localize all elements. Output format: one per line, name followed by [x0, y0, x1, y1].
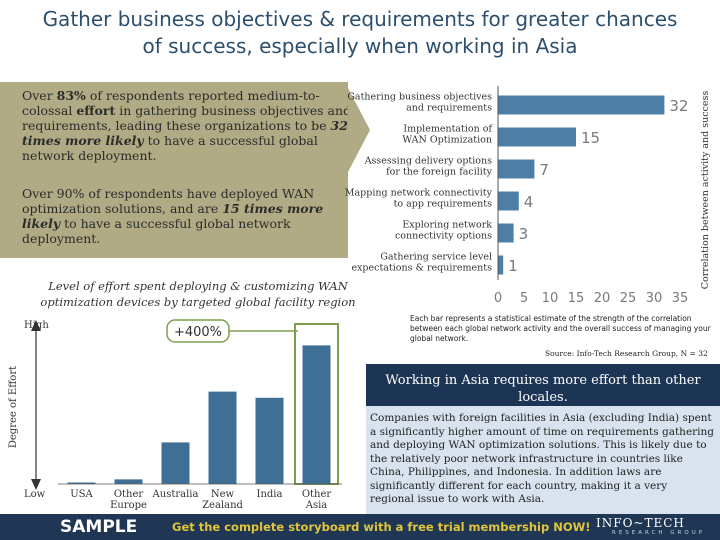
- corr-bar: [498, 127, 576, 147]
- effort-chart-title: Level of effort spent deploying & custom…: [47, 279, 349, 293]
- corr-category-label: WAN Optimization: [402, 135, 492, 146]
- corr-category-label: connectivity options: [395, 231, 492, 242]
- corr-category-label: expectations & requirements: [351, 263, 492, 274]
- effort-category-label: Other: [114, 489, 144, 500]
- corr-category-label: Exploring network: [402, 220, 492, 231]
- corr-tick-label: 15: [568, 291, 585, 306]
- finding-effort: Over 83% of respondents reported medium-…: [22, 88, 352, 163]
- effort-category-label: Australia: [152, 489, 199, 500]
- corr-axis-title: Correlation between activity and success: [700, 91, 711, 290]
- effort-category-label: India: [257, 489, 283, 500]
- corr-category-label: and requirements: [406, 103, 492, 114]
- effort-arrow-head-down: [31, 479, 41, 490]
- effort-bar: [302, 345, 331, 484]
- asia-body: Companies with foreign facilities in Asi…: [366, 406, 720, 514]
- corr-tick-label: 30: [646, 291, 663, 306]
- asia-heading: Working in Asia requires more effort tha…: [366, 364, 720, 406]
- corr-category-label: Gathering business objectives: [347, 92, 492, 103]
- title-line-2: of success, especially when working in A…: [142, 34, 578, 58]
- corr-bar: [498, 255, 504, 275]
- findings-callout: Over 83% of respondents reported medium-…: [0, 82, 351, 258]
- corr-category-label: Implementation of: [403, 124, 493, 135]
- effort-bar: [255, 397, 284, 484]
- finding-wan: Over 90% of respondents have deployed WA…: [22, 186, 324, 246]
- trial-cta-link[interactable]: Get the complete storyboard with a free …: [172, 520, 591, 534]
- corr-bar: [498, 159, 535, 179]
- corr-value-label: 15: [581, 129, 600, 147]
- effort-bar: [114, 479, 143, 484]
- corr-category-label: to app requirements: [394, 199, 493, 210]
- effort-category-label: Asia: [305, 500, 328, 511]
- corr-category-label: for the foreign facility: [386, 167, 492, 178]
- effort-bar: [208, 391, 237, 484]
- corr-tick-label: 10: [542, 291, 559, 306]
- effort-low-label: Low: [24, 489, 46, 500]
- effort-bar: [161, 442, 190, 484]
- corr-value-label: 1: [508, 257, 518, 275]
- effort-axis-title: Degree of Effort: [8, 366, 19, 448]
- increase-annotation-label: +400%: [174, 325, 222, 340]
- corr-tick-label: 20: [594, 291, 611, 306]
- info-tech-logo: INFO~TECH: [596, 516, 685, 530]
- corr-category-label: Gathering service level: [380, 252, 492, 263]
- corr-value-label: 3: [519, 225, 529, 243]
- effort-arrow-head-up: [31, 320, 41, 331]
- effort-category-label: Zealand: [202, 500, 243, 511]
- corr-category-label: Mapping network connectivity: [345, 188, 493, 199]
- corr-tick-label: 25: [620, 291, 637, 306]
- corr-tick-label: 0: [494, 291, 502, 306]
- corr-bar: [498, 191, 519, 211]
- effort-high-label: High: [24, 320, 49, 331]
- corr-tick-label: 35: [672, 291, 689, 306]
- effort-chart-title: optimization devices by targeted global …: [40, 295, 355, 309]
- footer-bar: [0, 514, 720, 540]
- effort-bar: [67, 482, 96, 484]
- effort-category-label: USA: [70, 489, 93, 500]
- corr-value-label: 7: [539, 161, 549, 179]
- effort-category-label: Other: [302, 489, 332, 500]
- sample-label: SAMPLE: [60, 517, 138, 537]
- chart-note: Each bar represents a statistical estima…: [410, 314, 711, 343]
- page-title: Gather business objectives & requirement…: [0, 6, 720, 60]
- corr-value-label: 4: [524, 193, 534, 211]
- corr-bar: [498, 223, 514, 243]
- corr-bar: [498, 95, 665, 115]
- callout-pointer: [348, 88, 370, 172]
- chart-source: Source: Info-Tech Research Group, N = 32: [545, 349, 708, 358]
- info-tech-logo-sub: RESEARCH GROUP: [612, 530, 706, 536]
- corr-value-label: 32: [669, 97, 688, 115]
- corr-tick-label: 5: [520, 291, 528, 306]
- corr-category-label: Assessing delivery options: [364, 156, 492, 167]
- effort-category-label: New: [211, 489, 235, 500]
- title-line-1: Gather business objectives & requirement…: [42, 7, 678, 31]
- effort-category-label: Europe: [110, 500, 147, 511]
